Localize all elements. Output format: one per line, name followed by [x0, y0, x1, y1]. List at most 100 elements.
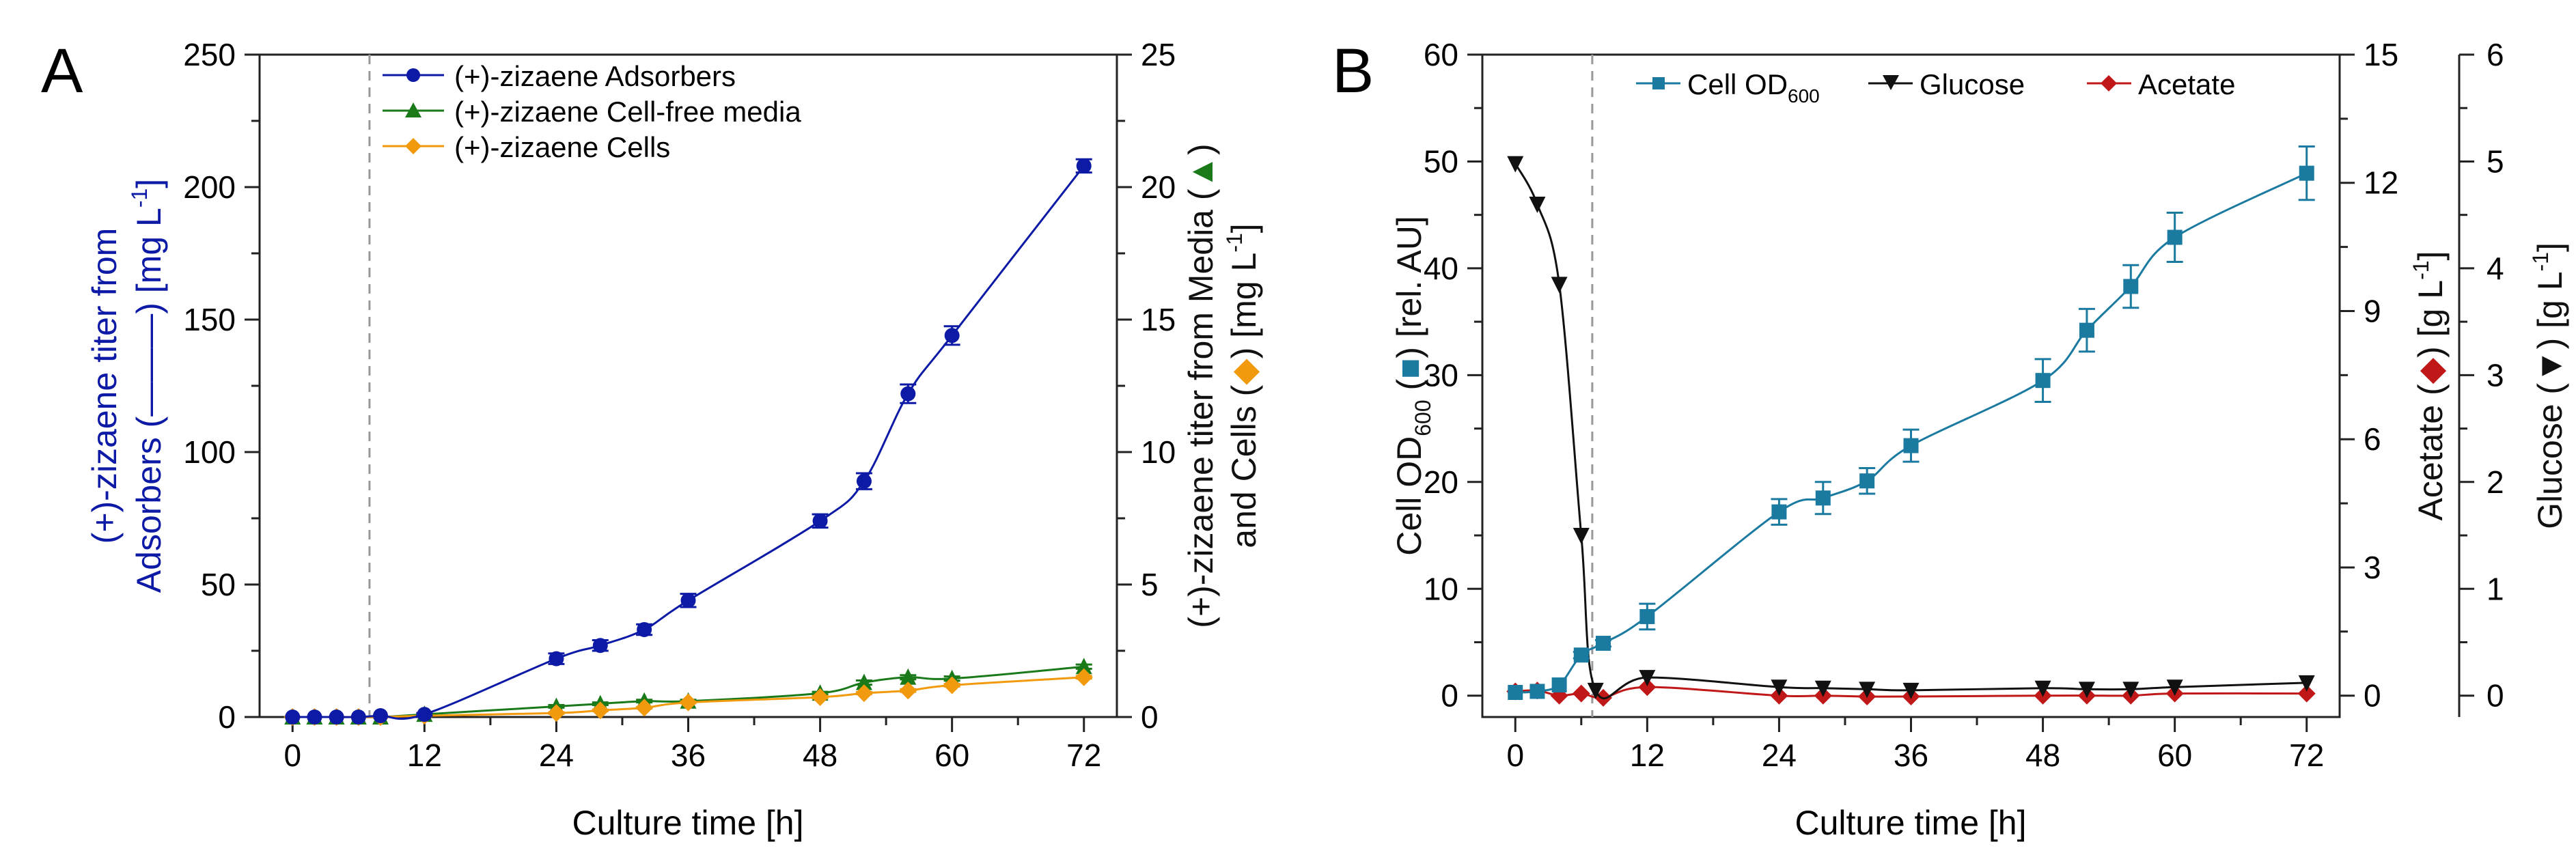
x-tick-label: 48 [2025, 737, 2060, 773]
od600-point [1639, 608, 1655, 624]
glucose-point [2078, 682, 2095, 699]
x-tick-label: 24 [1762, 737, 1797, 773]
legend-item-od: Cell OD600 [1636, 68, 1820, 107]
panel-b-legend: Cell OD600 Glucose Acetate [1636, 68, 2235, 107]
glucose-point [1587, 682, 1604, 699]
svg-text:Acetate (◆) [g L-1]: Acetate (◆) [g L-1] [2409, 251, 2450, 521]
adsorbers-point [285, 710, 301, 725]
legend-marker-diamond-icon [405, 138, 421, 154]
panel-a-left-axis-label: (+)-zizaene titer from Adsorbers (———) [… [85, 179, 168, 593]
panel-a-right-axis-label: (+)-zizaene titer from Media (▲) and Cel… [1182, 143, 1263, 628]
legend-marker-diamond-icon [2101, 75, 2117, 92]
glucose-point [1771, 679, 1788, 697]
legend-item-adsorbers: (+)-zizaene Adsorbers [383, 60, 736, 92]
svg-text:(+)-zizaene Cell-free media: (+)-zizaene Cell-free media [454, 96, 801, 128]
svg-text:Cell OD600 (■) [rel. AU]: Cell OD600 (■) [rel. AU] [1390, 216, 1435, 556]
y-tick-label: 5 [2487, 143, 2504, 179]
x-tick-label: 48 [803, 737, 837, 773]
y-tick-label: 0 [2487, 678, 2504, 714]
adsorbers-point [417, 707, 432, 722]
od600-point [1815, 490, 1831, 506]
y-tick-label: 50 [1424, 143, 1458, 179]
glucose-point [2034, 680, 2051, 697]
x-tick-label: 60 [2157, 737, 2192, 773]
y-tick-label: 10 [1141, 434, 1176, 470]
adsorbers-point [680, 593, 696, 608]
adsorbers-point [637, 621, 652, 637]
glucose-point [1507, 156, 1524, 173]
y-tick-label: 15 [1141, 302, 1176, 337]
od600-point [2299, 165, 2314, 181]
od600-point [1859, 473, 1875, 489]
y-tick-label: 0 [1441, 678, 1458, 714]
y-tick-label: 6 [2487, 37, 2504, 72]
y-tick-label: 30 [1424, 357, 1458, 393]
y-tick-label: 15 [2364, 37, 2398, 72]
cells-point [1075, 668, 1093, 686]
y-tick-label: 0 [2364, 678, 2381, 714]
panel-a: A 0 12 24 36 48 60 72 0 50 100 150 200 250 0 5 10 15 20 25… [41, 36, 1263, 842]
y-tick-label: 12 [2364, 165, 2398, 201]
adsorbers-point [856, 473, 872, 489]
glucose-point [2122, 682, 2139, 699]
legend-marker-triangle-icon [405, 102, 421, 117]
y-tick-label: 3 [2487, 357, 2504, 393]
y-tick-label: 1 [2487, 571, 2504, 606]
panel-a-right-axis-label-line1: (+)-zizaene titer from Media (▲) [1182, 143, 1220, 628]
y-tick-label: 2 [2487, 464, 2504, 500]
panel-a-frame [258, 53, 1118, 718]
y-tick-label: 3 [2364, 550, 2381, 585]
panel-b-left-axis-label: Cell OD600 (■) [rel. AU] [1390, 216, 1435, 556]
cells-point [679, 693, 697, 712]
panel-b-data [1506, 55, 2316, 717]
y-tick-label: 9 [2364, 293, 2381, 328]
adsorbers-point [329, 710, 344, 725]
adsorbers-point [372, 708, 388, 724]
panel-b-glucose-key-icon: ▼ [2531, 349, 2569, 383]
svg-text:(+)-zizaene Cells: (+)-zizaene Cells [454, 131, 670, 163]
panel-b-glucose-axis-label: Glucose (▼) [g L-1] [2528, 242, 2569, 529]
svg-text:(+)-zizaene Adsorbers: (+)-zizaene Adsorbers [454, 60, 736, 92]
panel-a-left-axis-key-icon: ——— [130, 314, 168, 417]
svg-text:Acetate: Acetate [2138, 68, 2235, 100]
x-tick-label: 12 [407, 737, 442, 773]
x-tick-label: 36 [671, 737, 706, 773]
x-tick-label: 12 [1630, 737, 1665, 773]
od600-point [2035, 373, 2051, 389]
x-tick-label: 72 [1066, 737, 1101, 773]
od600-point [1771, 504, 1787, 520]
legend-marker-square-icon [1652, 77, 1665, 89]
cells-point [855, 684, 873, 703]
glucose-point [2298, 675, 2315, 692]
y-tick-label: 5 [1141, 567, 1159, 602]
panel-a-ticks: 0 12 24 36 48 60 72 0 50 100 150 200 250 0 5 10 15 20 25 [183, 37, 1176, 773]
y-tick-label: 60 [1424, 37, 1458, 72]
y-tick-label: 20 [1424, 464, 1458, 500]
cells-point [635, 699, 654, 717]
od600-point [2123, 279, 2139, 294]
x-tick-label: 0 [1506, 737, 1524, 773]
panel-a-left-axis-label-line2: Adsorbers (———) [mg L-1] [127, 179, 168, 593]
y-tick-label: 150 [183, 302, 236, 337]
y-tick-label: 200 [183, 169, 236, 205]
adsorbers-point [307, 710, 322, 725]
y-tick-label: 40 [1424, 251, 1458, 286]
acetate-point [1572, 684, 1590, 703]
panel-b-od-key-icon: ■ [1390, 359, 1428, 379]
od600-point [1551, 677, 1567, 693]
adsorbers-point [1076, 158, 1092, 173]
glucose-point [2166, 679, 2183, 697]
glucose-point [1639, 670, 1656, 687]
adsorbers-point [350, 710, 366, 725]
panel-b-plot-frame [1481, 53, 2341, 718]
adsorbers-point [812, 513, 828, 529]
legend-marker-triangle-down-icon [1883, 75, 1899, 90]
y-tick-label: 50 [201, 567, 236, 602]
cells-point [811, 688, 829, 706]
glucose-point [1529, 197, 1546, 214]
panel-a-data [283, 55, 1093, 726]
adsorbers-point [944, 328, 960, 343]
panel-a-cells-key-icon: ◆ [1225, 359, 1263, 385]
legend-marker-circle-icon [406, 68, 420, 82]
